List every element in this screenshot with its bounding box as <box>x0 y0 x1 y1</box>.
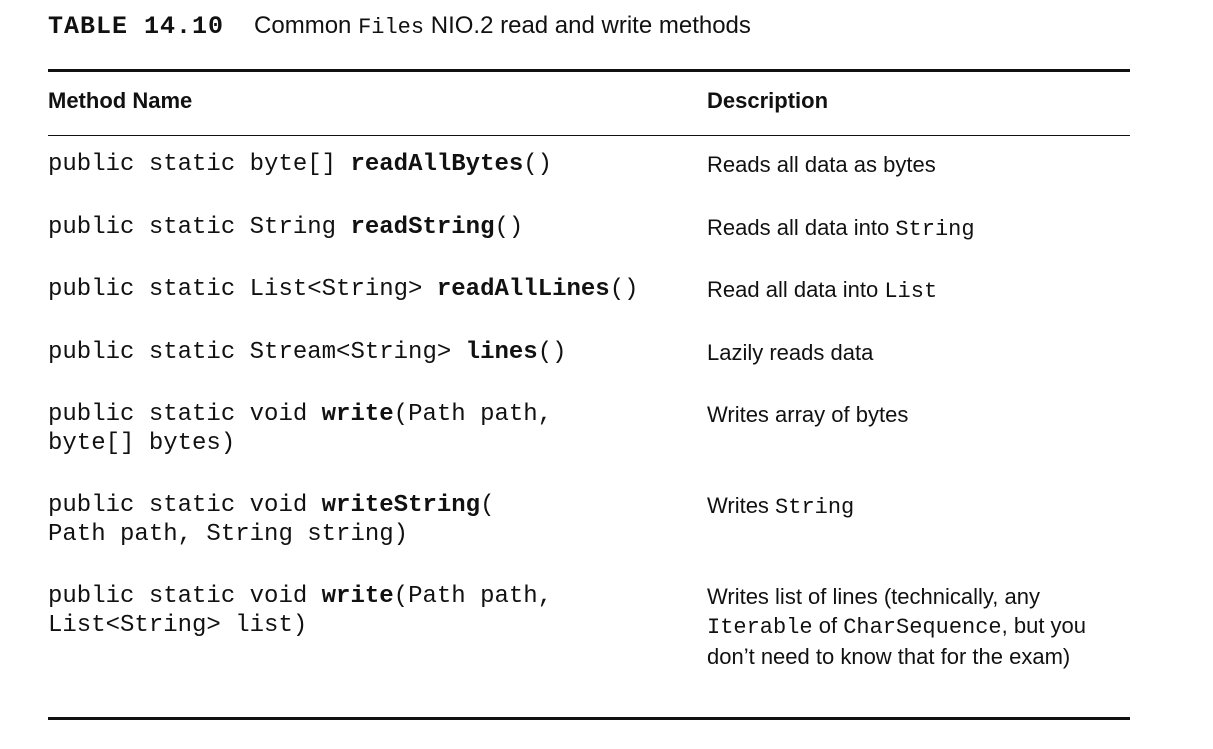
method-signature-suffix: () <box>609 276 639 303</box>
description-code: List <box>884 279 938 304</box>
description-code: String <box>895 217 975 242</box>
method-cell: public static byte[] readAllBytes() <box>48 150 688 179</box>
description-text: Writes array of bytes <box>707 402 909 427</box>
description-text: Writes <box>707 493 776 518</box>
method-cell: public static void write(Path path, List<… <box>48 582 688 640</box>
description-code: Iterable <box>707 615 813 640</box>
description-cell: Writes list of lines (technically, any I… <box>707 582 1127 671</box>
method-cell: public static List<String> readAllLines(… <box>48 275 688 304</box>
description-text: Lazily reads data <box>707 340 874 365</box>
table-title-code: Files <box>358 15 425 40</box>
table-title-text-rest: NIO.2 read and write methods <box>424 12 751 39</box>
table-top-rule <box>48 69 1130 72</box>
table-caption: TABLE 14.10 Common Files NIO.2 read and … <box>48 12 751 44</box>
method-name: lines <box>465 339 538 366</box>
method-signature-suffix: () <box>494 214 524 241</box>
description-code: String <box>775 495 855 520</box>
method-signature-suffix: ( <box>480 492 495 519</box>
method-signature-suffix: () <box>537 339 567 366</box>
method-signature-prefix: public static String <box>48 214 351 241</box>
description-cell: Writes String <box>707 491 1127 522</box>
table-number: TABLE 14.10 <box>48 12 225 41</box>
method-name: readAllBytes <box>350 151 524 178</box>
method-signature-prefix: public static void <box>48 401 322 428</box>
description-cell: Reads all data as bytes <box>707 150 1127 179</box>
method-signature-prefix: public static List<String> <box>48 276 437 303</box>
method-signature-continuation: Path path, String string) <box>48 521 409 548</box>
description-cell: Reads all data into String <box>707 213 1127 244</box>
method-name: write <box>321 401 394 428</box>
description-text: Writes list of lines (technically, any <box>707 584 1040 609</box>
method-cell: public static String readString() <box>48 213 688 242</box>
method-name: writeString <box>321 492 481 519</box>
method-cell: public static void writeString( Path path… <box>48 491 688 549</box>
method-name: readString <box>350 214 495 241</box>
method-signature-prefix: public static byte[] <box>48 151 351 178</box>
table-header-rule <box>48 135 1130 136</box>
method-signature-prefix: public static void <box>48 583 322 610</box>
header-description: Description <box>707 88 829 113</box>
table-bottom-rule <box>48 717 1130 720</box>
method-signature-prefix: public static void <box>48 492 322 519</box>
description-text-end: , but you don’t need to know that for th… <box>707 613 1087 669</box>
method-name: write <box>321 583 394 610</box>
description-text: Reads all data as bytes <box>707 152 936 177</box>
method-cell: public static Stream<String> lines() <box>48 338 688 367</box>
method-signature-continuation: List<String> list) <box>48 612 308 639</box>
method-signature-suffix: (Path path, <box>393 583 553 610</box>
description-text: Read all data into <box>707 277 885 302</box>
method-signature-suffix: () <box>523 151 553 178</box>
table-title-text: Common <box>254 12 359 39</box>
description-cell: Writes array of bytes <box>707 400 1127 429</box>
method-signature-suffix: (Path path, <box>393 401 553 428</box>
method-signature-prefix: public static Stream<String> <box>48 339 466 366</box>
description-text-mid: of <box>812 613 844 638</box>
description-code-2: CharSequence <box>843 615 1002 640</box>
method-name: readAllLines <box>436 276 610 303</box>
description-text: Reads all data into <box>707 215 896 240</box>
description-cell: Read all data into List <box>707 275 1127 306</box>
method-signature-continuation: byte[] bytes) <box>48 430 236 457</box>
description-cell: Lazily reads data <box>707 338 1127 367</box>
header-method-name: Method Name <box>48 88 193 113</box>
table-title: Common Files NIO.2 read and write method… <box>254 12 751 40</box>
method-cell: public static void write(Path path, byte[… <box>48 400 688 458</box>
table-header: Method Name Description <box>48 88 1130 118</box>
